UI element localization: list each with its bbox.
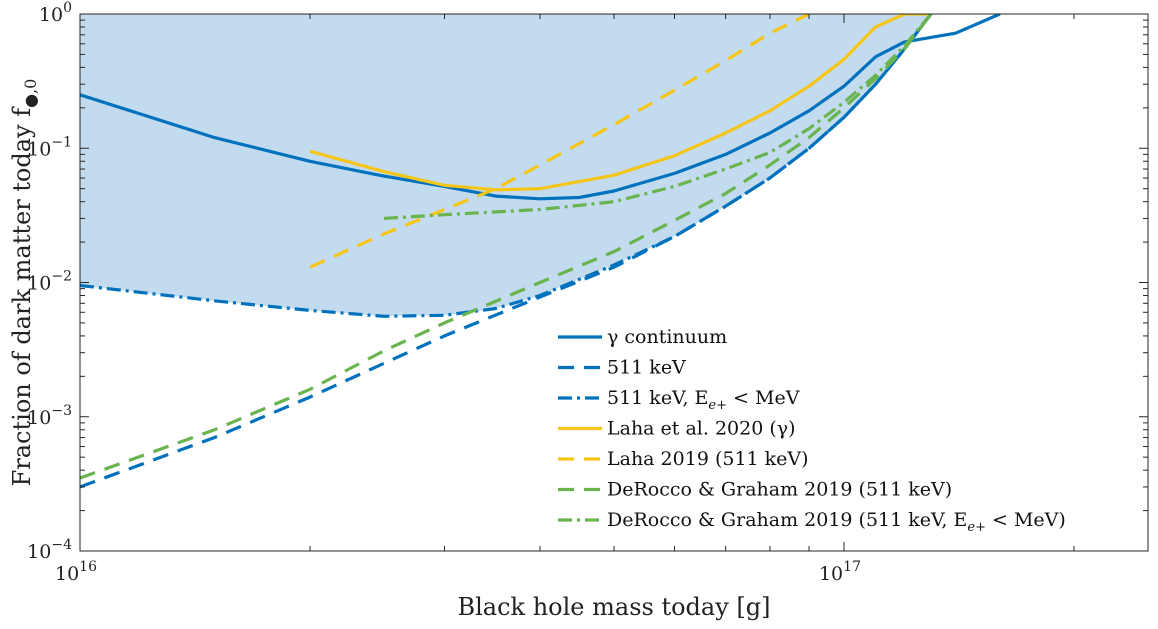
series-line-7 — [383, 14, 933, 220]
series-line-5 — [309, 14, 810, 269]
series-line-1 — [80, 14, 1001, 201]
series-line-4 — [309, 14, 931, 192]
legend-label-2: 511 keV — [607, 357, 686, 379]
series-line-3 — [80, 14, 933, 318]
legend-label-1: γ continuum — [607, 326, 727, 348]
y-tick-label: 10−2 — [27, 269, 72, 295]
legend-label-5: Laha 2019 (511 keV) — [607, 448, 809, 470]
y-tick-label: 100 — [39, 0, 72, 26]
x-axis-title: Black hole mass today [g] — [457, 593, 770, 621]
legend-label-3: 511 keV, Ee+ < MeV — [607, 387, 800, 413]
series-line-6 — [80, 14, 933, 480]
x-tick-label: 1016 — [55, 559, 97, 585]
y-tick-label: 10−3 — [27, 403, 72, 429]
legend-label-7: DeRocco & Graham 2019 (511 keV, Ee+ < Me… — [607, 509, 1066, 535]
legend-label-6: DeRocco & Graham 2019 (511 keV) — [607, 479, 952, 501]
legend-label-4: Laha et al. 2020 (γ) — [607, 418, 796, 440]
y-tick-label: 10−1 — [27, 134, 72, 160]
x-tick-label: 1017 — [819, 559, 861, 585]
y-tick-label: 10−4 — [27, 537, 72, 563]
legend: γ continuum 511 keV 511 keV, Ee+ < MeV Laha… — [558, 326, 1066, 535]
y-axis-title: Fraction of dark matter today f●,0 — [8, 79, 40, 487]
series-line-2 — [80, 14, 933, 489]
excluded-region — [80, 14, 1000, 317]
